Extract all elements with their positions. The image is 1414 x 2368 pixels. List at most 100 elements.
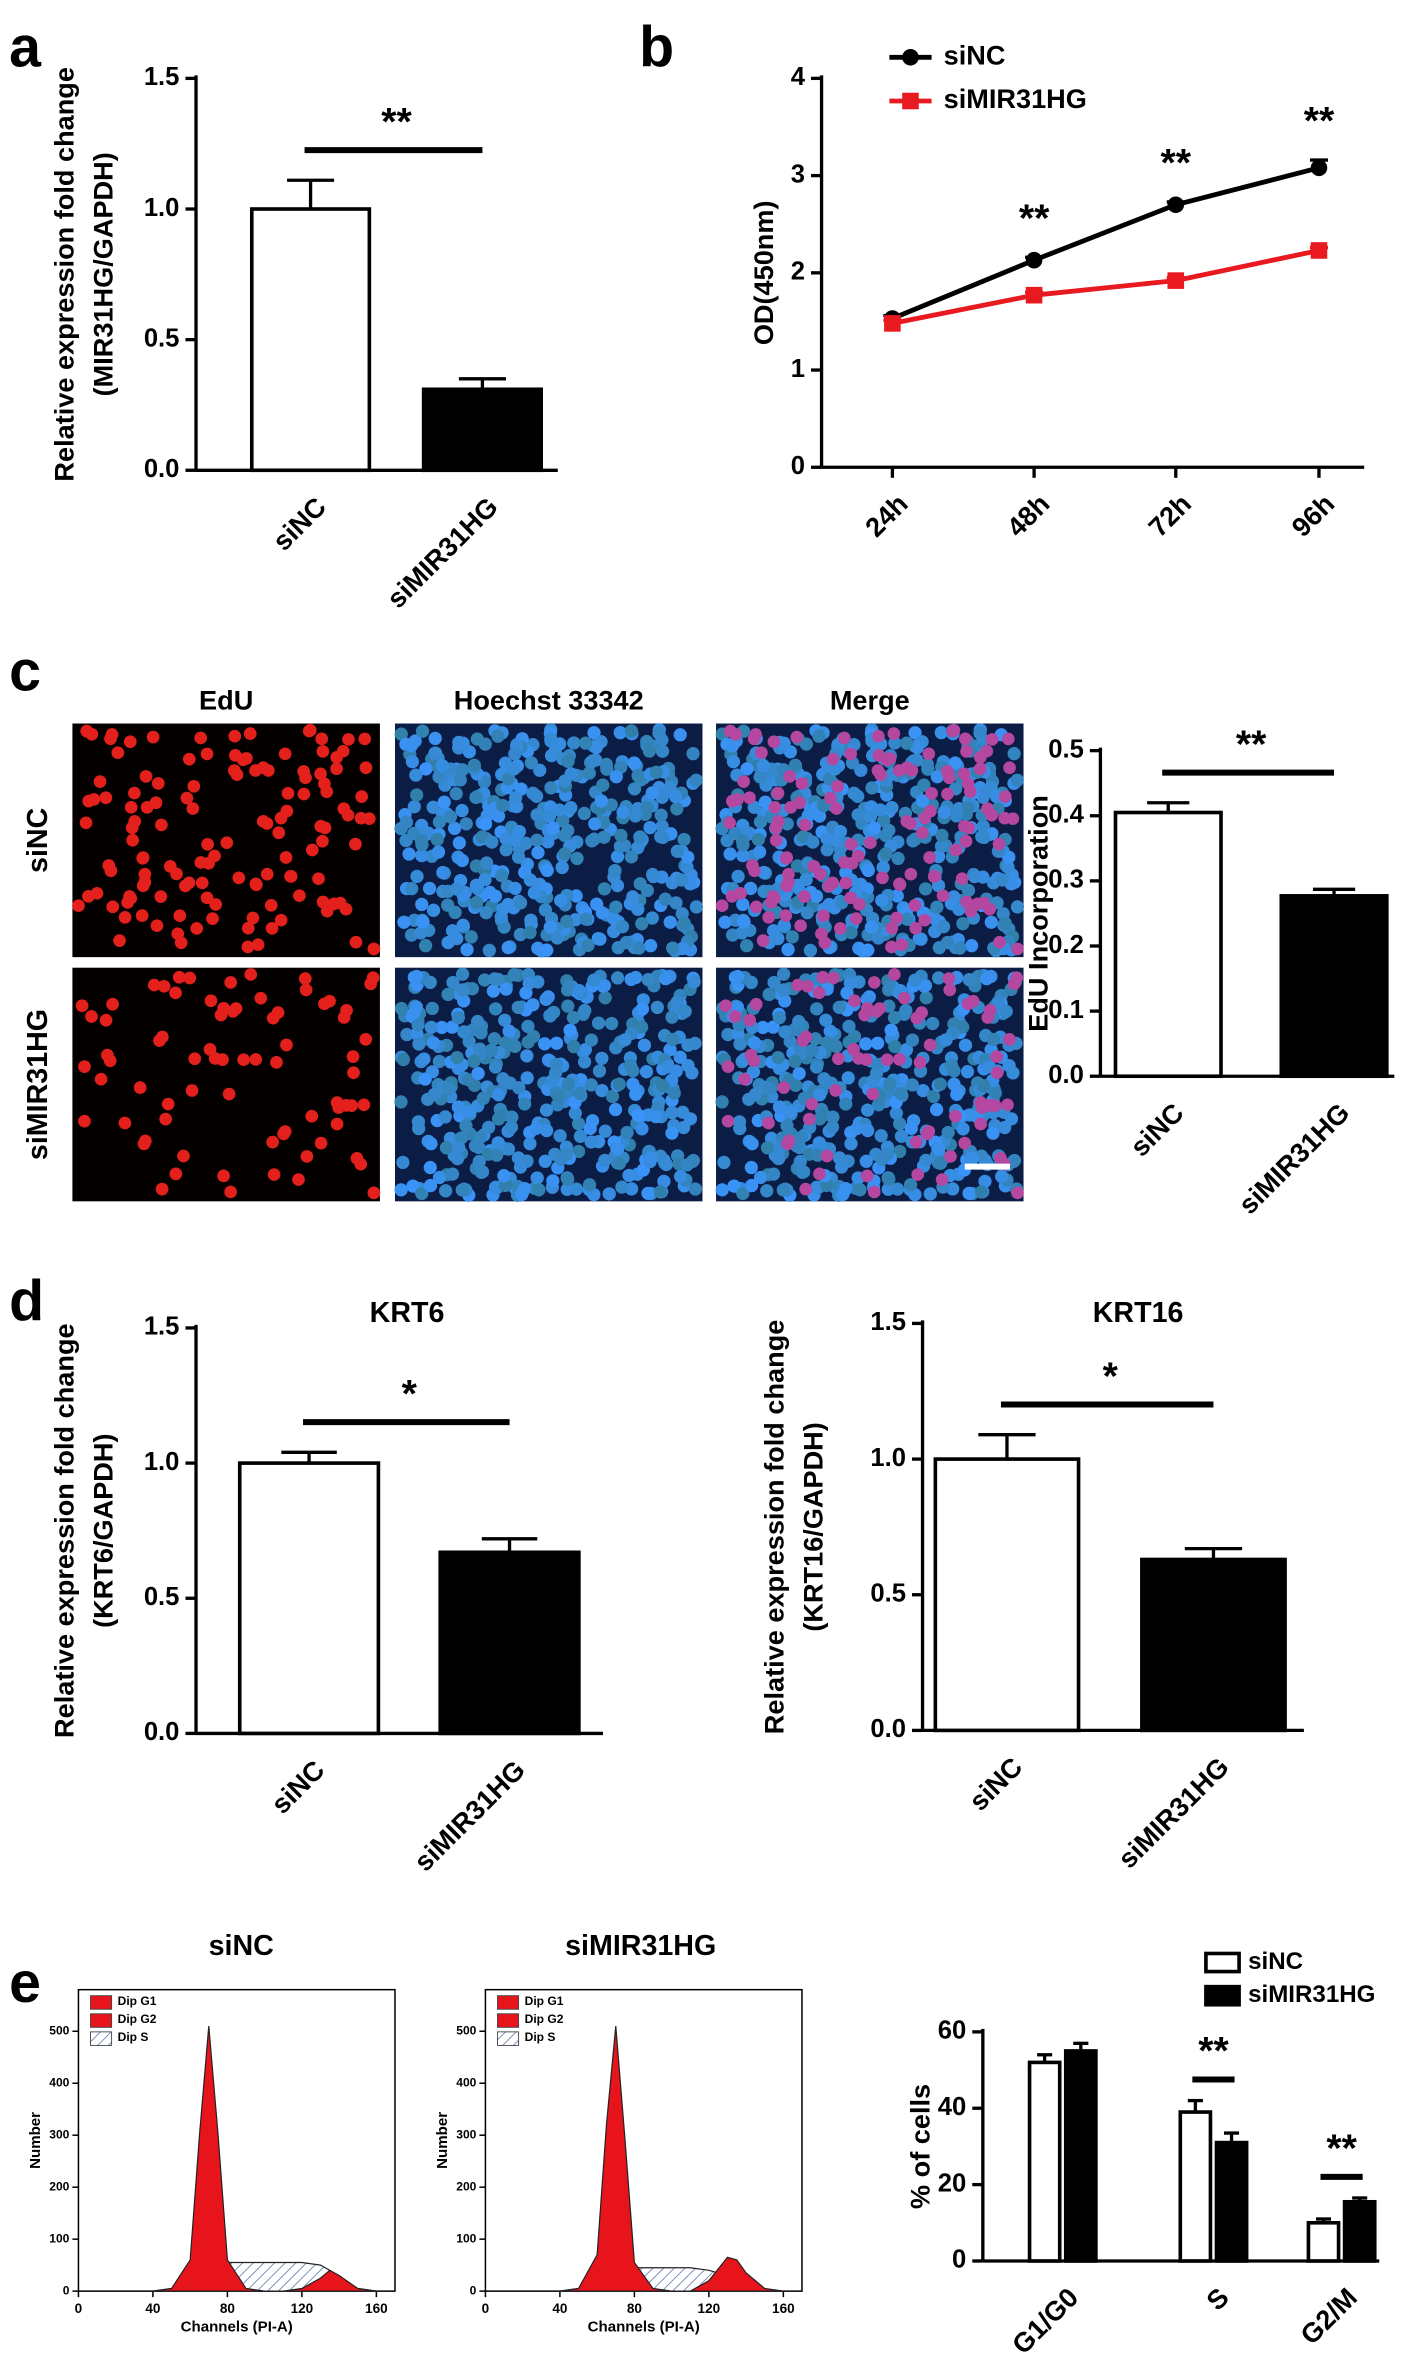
nucleus — [463, 1105, 477, 1119]
nucleus — [421, 1092, 435, 1106]
edu-nucleus — [816, 970, 830, 984]
edu-nucleus — [721, 1060, 735, 1073]
y-tick-label: 0 — [952, 2246, 966, 2274]
nucleus — [665, 1126, 679, 1140]
nucleus — [643, 820, 657, 835]
nucleus — [582, 766, 596, 780]
x-tick-label: siNC — [265, 1754, 331, 1820]
nucleus — [585, 754, 600, 768]
nucleus — [521, 1019, 535, 1034]
edu-nucleus — [851, 849, 865, 863]
nucleus — [452, 1140, 466, 1155]
nucleus — [667, 1086, 681, 1100]
nucleus — [883, 1077, 897, 1091]
edu-nucleus — [880, 753, 894, 767]
edu-nucleus — [769, 821, 783, 835]
edu-nucleus — [955, 872, 969, 886]
nucleus — [432, 1054, 447, 1069]
nucleus — [958, 1038, 973, 1052]
nucleus — [523, 1137, 537, 1151]
edu-nucleus — [241, 921, 255, 935]
nucleus — [905, 1078, 919, 1092]
nucleus — [604, 798, 618, 812]
edu-nucleus — [136, 851, 150, 864]
nucleus — [520, 1071, 534, 1085]
edu-nucleus — [966, 994, 980, 1008]
edu-nucleus — [992, 837, 1006, 851]
edu-nucleus — [949, 843, 963, 857]
nucleus — [663, 1043, 677, 1057]
nucleus — [488, 889, 503, 903]
edu-nucleus — [830, 802, 843, 815]
bar — [1342, 2199, 1377, 2263]
x-tick-label: siMIR31HG — [408, 1754, 531, 1877]
edu-nucleus — [829, 1084, 842, 1097]
y-tick-label: 300 — [49, 2127, 69, 2141]
edu-nucleus — [171, 927, 185, 941]
nucleus — [549, 1036, 564, 1050]
nucleus — [861, 1123, 875, 1138]
legend-label: siNC — [1248, 1948, 1303, 1975]
nucleus — [560, 914, 574, 929]
y-tick-label: 1.0 — [144, 194, 180, 222]
edu-nucleus — [149, 796, 163, 810]
edu-nucleus — [918, 913, 932, 927]
nucleus — [935, 828, 949, 843]
edu-nucleus — [244, 968, 258, 981]
edu-nucleus — [104, 864, 118, 878]
nucleus — [674, 873, 689, 887]
nucleus — [936, 920, 951, 934]
x-tick-label: 0 — [75, 2301, 83, 2316]
nucleus — [829, 833, 843, 848]
nucleus — [771, 1050, 785, 1065]
nucleus — [778, 1025, 792, 1039]
nucleus — [803, 943, 818, 958]
nucleus — [875, 893, 889, 908]
nucleus — [450, 1151, 465, 1166]
point — [1025, 286, 1043, 304]
edu-nucleus — [364, 977, 378, 991]
nucleus — [864, 920, 878, 934]
nucleus — [451, 1100, 465, 1114]
edu-nucleus — [942, 771, 956, 785]
nucleus — [851, 808, 865, 822]
nucleus — [937, 805, 951, 819]
nucleus — [624, 724, 639, 738]
nucleus — [646, 869, 661, 884]
edu-nucleus — [924, 804, 937, 818]
nucleus — [508, 747, 522, 761]
nucleus — [839, 1097, 853, 1111]
edu-nucleus — [300, 1150, 314, 1163]
y-tick-label: 0.0 — [1048, 1061, 1084, 1089]
histogram-area — [152, 2269, 377, 2292]
edu-nucleus — [959, 834, 973, 848]
edu-nucleus — [832, 1052, 845, 1066]
nucleus — [656, 830, 670, 845]
nucleus — [961, 801, 975, 815]
legend-label: siMIR31HG — [1248, 1981, 1375, 2008]
edu-nucleus — [367, 1186, 381, 1200]
edu-nucleus — [232, 871, 246, 885]
nucleus — [655, 744, 670, 758]
micrograph — [72, 967, 381, 1202]
edu-nucleus — [249, 1053, 263, 1066]
edu-nucleus — [320, 904, 334, 918]
nucleus — [986, 1032, 1001, 1047]
nucleus — [948, 756, 962, 770]
nucleus — [596, 778, 610, 792]
y-tick-label: 60 — [938, 2017, 967, 2045]
edu-nucleus — [887, 727, 901, 740]
nucleus — [986, 1126, 1000, 1140]
nucleus — [509, 790, 523, 805]
nucleus — [530, 808, 544, 822]
nucleus — [800, 906, 814, 920]
edu-nucleus — [284, 870, 298, 883]
y-tick-label: 0 — [791, 452, 805, 480]
nucleus — [577, 1055, 592, 1069]
nucleus — [498, 1036, 513, 1050]
bar — [1063, 2049, 1098, 2263]
edu-nucleus — [831, 779, 844, 793]
row-label: siMIR31HG — [22, 1009, 54, 1160]
nucleus — [497, 1169, 511, 1183]
edu-nucleus — [272, 826, 286, 840]
